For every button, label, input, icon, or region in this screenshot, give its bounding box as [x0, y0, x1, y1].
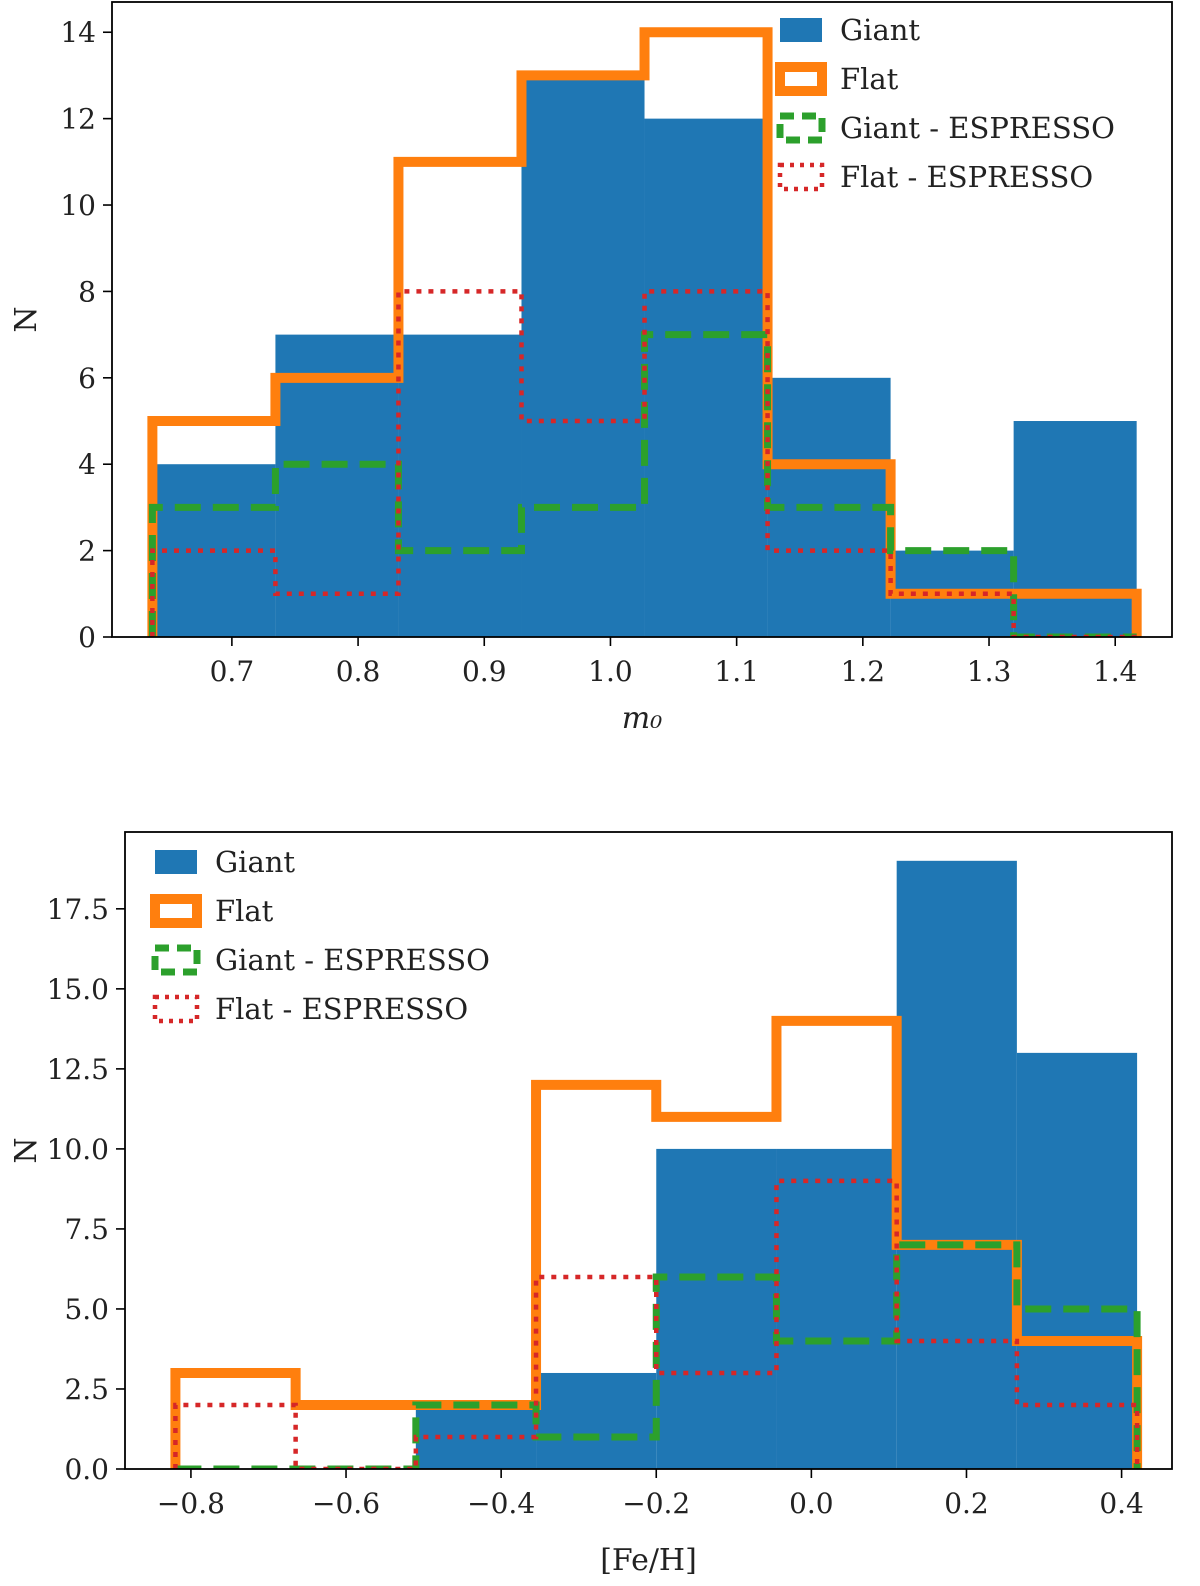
legend: Giant Flat Giant - ESPRESSO Flat - ESPRESSO — [150, 845, 490, 1026]
axes-frame — [111, 1, 1173, 638]
y-tick-label: 10 — [60, 189, 96, 222]
x-tick-label: −0.4 — [467, 1487, 535, 1520]
bar-giant-bin-3 — [521, 75, 645, 637]
bar-giant-bin-6 — [896, 860, 1017, 1469]
legend-label: Flat — [215, 894, 274, 928]
x-axis-label: [Fe/H] — [600, 1543, 697, 1578]
legend: Giant Flat Giant - ESPRESSO Flat - ESPRESSO — [775, 13, 1115, 194]
y-tick-label: 14 — [60, 16, 96, 49]
x-tick-label: 1.1 — [714, 655, 759, 688]
bar-giant-bin-2 — [398, 334, 522, 637]
bar-giant-bin-3 — [536, 1372, 657, 1469]
x-axis-label: m₀ — [622, 701, 662, 736]
axes-frame — [124, 831, 1173, 1470]
x-tick-label: 0.0 — [789, 1487, 834, 1520]
y-tick-label: 2.5 — [64, 1373, 109, 1406]
x-tick-label: −0.8 — [157, 1487, 225, 1520]
legend-swatch-flat — [150, 894, 202, 928]
step-line-flat — [170, 1015, 1143, 1469]
y-tick-label: 15.0 — [47, 973, 109, 1006]
x-tick-label: −0.6 — [312, 1487, 380, 1520]
plot-area — [170, 860, 1143, 1469]
bar-giant-bin-7 — [1013, 421, 1137, 637]
x-tick-label: 0.2 — [944, 1487, 989, 1520]
x-tick-label: 1.2 — [841, 655, 886, 688]
x-tick-label: 0.8 — [336, 655, 381, 688]
legend-swatch-giant — [780, 18, 822, 42]
bar-giant-bin-4 — [656, 1148, 777, 1469]
bar-giant-bin-5 — [776, 1148, 897, 1469]
y-tick-label: 4 — [78, 448, 96, 481]
x-tick-label: 1.0 — [588, 655, 633, 688]
step-line-giant-espresso — [148, 331, 1137, 637]
legend-label: Flat - ESPRESSO — [215, 992, 468, 1026]
bar-giant-bin-5 — [767, 377, 891, 637]
step-line-flat-espresso — [173, 1178, 1140, 1469]
y-tick-label: 5.0 — [64, 1293, 109, 1326]
y-tick-label: 2 — [78, 535, 96, 568]
y-tick-label: 12.5 — [47, 1053, 109, 1086]
y-tick-label: 0.0 — [64, 1453, 109, 1486]
bar-giant-bin-4 — [644, 118, 768, 637]
x-tick-label: 0.9 — [462, 655, 507, 688]
x-tick-label: 1.4 — [1093, 655, 1138, 688]
y-tick-label: 8 — [78, 275, 96, 308]
histogram-panel-feh: −0.8 −0.6 −0.4 −0.2 0.0 0.2 0.4 0.0 2.5 5.0 7.5 10.… — [9, 831, 1173, 1578]
legend-swatch-giant-espresso — [776, 112, 826, 144]
legend-swatch-giant-espresso — [151, 944, 201, 976]
legend-label: Giant - ESPRESSO — [840, 111, 1115, 145]
legend-label: Giant — [840, 13, 920, 47]
y-tick-label: 0 — [78, 621, 96, 654]
plot-area — [147, 27, 1142, 637]
x-tick-label: 1.3 — [967, 655, 1012, 688]
y-axis-label: N — [9, 306, 44, 332]
bar-giant-bin-1 — [275, 334, 399, 637]
legend-swatch-flat-espresso — [777, 162, 825, 192]
legend-label: Giant - ESPRESSO — [215, 943, 490, 977]
x-tick-label: −0.2 — [622, 1487, 690, 1520]
y-tick-label: 10.0 — [47, 1133, 109, 1166]
y-axis-label: N — [9, 1137, 44, 1163]
legend-label: Giant — [215, 845, 295, 879]
legend-label: Flat — [840, 62, 899, 96]
histogram-panel-m0: 0.7 0.8 0.9 1.0 1.1 1.2 1.3 1.4 0 2 4 6 8 10 12 14 m₀ N Gi… — [9, 1, 1173, 736]
legend-swatch-giant — [155, 850, 197, 874]
bar-giant-bin-7 — [1016, 1052, 1138, 1469]
legend-swatch-flat-espresso — [152, 994, 200, 1024]
y-tick-label: 12 — [60, 103, 96, 136]
y-tick-label: 17.5 — [47, 893, 109, 926]
x-tick-label: 0.4 — [1099, 1487, 1144, 1520]
x-tick-label: 0.7 — [210, 655, 255, 688]
legend-label: Flat - ESPRESSO — [840, 160, 1093, 194]
y-tick-label: 6 — [78, 362, 96, 395]
y-tick-label: 7.5 — [64, 1213, 109, 1246]
legend-swatch-flat — [775, 62, 827, 96]
step-line-flat — [147, 27, 1142, 637]
